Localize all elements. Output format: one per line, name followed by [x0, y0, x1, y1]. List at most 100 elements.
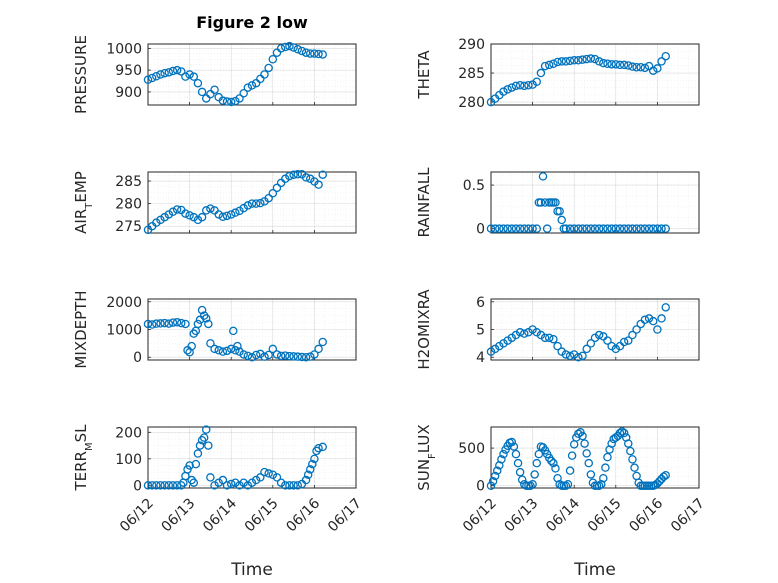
- data-point: [619, 428, 629, 438]
- data-point: [189, 72, 199, 81]
- data-point: [574, 224, 583, 233]
- data-point: [308, 459, 317, 469]
- data-point: [499, 449, 508, 459]
- data-point: [260, 467, 269, 477]
- data-point: [191, 459, 201, 469]
- data-point: [644, 224, 654, 233]
- data-point: [580, 439, 589, 448]
- data-point: [147, 320, 157, 329]
- y-tick-label: 2000: [106, 295, 142, 311]
- data-point: [659, 472, 668, 481]
- data-point: [214, 346, 223, 355]
- data-point: [653, 224, 662, 233]
- data-point: [247, 478, 257, 487]
- data-point: [218, 96, 228, 105]
- data-point: [187, 341, 196, 351]
- data-point: [185, 211, 194, 220]
- data-point: [201, 314, 211, 323]
- data-point: [615, 60, 625, 70]
- y-axis-label: AIRTEMP: [72, 171, 95, 234]
- data-point: [648, 66, 658, 75]
- y-tick-label: 1000: [106, 323, 142, 339]
- data-point: [268, 55, 278, 64]
- data-point: [569, 56, 579, 65]
- data-point: [204, 319, 213, 329]
- data-point: [547, 456, 556, 466]
- data-point: [520, 329, 529, 338]
- data-point: [632, 325, 641, 334]
- data-point: [231, 208, 240, 217]
- data-point: [222, 481, 232, 490]
- data-point: [222, 97, 232, 106]
- data-point: [164, 210, 174, 219]
- data-point: [515, 467, 525, 477]
- data-point: [243, 201, 253, 210]
- data-point: [511, 449, 521, 459]
- data-point: [503, 85, 512, 94]
- y-axis-label: THETA: [415, 50, 433, 100]
- data-point: [540, 61, 550, 71]
- y-axis-label: RAINFALL: [415, 167, 433, 238]
- data-point: [285, 481, 294, 490]
- data-point: [239, 203, 248, 213]
- data-point: [239, 350, 248, 359]
- data-point: [636, 224, 646, 233]
- data-point: [160, 481, 169, 490]
- data-point: [603, 452, 612, 462]
- data-point: [172, 318, 182, 327]
- data-point: [293, 481, 303, 490]
- subplot-7: 0 100 200 TERRMSL 06/12 06/13 06/14 06/15 06/16 0…: [72, 424, 365, 580]
- data-point: [544, 60, 554, 70]
- y-axis-label: MIXDEPTH: [72, 290, 90, 368]
- data-point: [590, 224, 600, 233]
- data-point: [305, 465, 315, 474]
- data-point: [607, 60, 616, 69]
- y-tick-label: 500: [458, 441, 485, 457]
- y-tick-label: 950: [115, 63, 142, 79]
- data-point: [532, 77, 542, 87]
- y-tick-label: 900: [115, 85, 142, 101]
- y-tick-label: 0: [476, 479, 485, 495]
- data-point: [143, 481, 153, 490]
- data-point: [632, 62, 641, 72]
- data-point: [235, 94, 244, 103]
- data-point: [607, 439, 616, 448]
- data-point: [520, 479, 529, 489]
- x-tick-label: 06/15: [242, 496, 282, 536]
- data-point: [553, 57, 562, 67]
- data-point: [594, 57, 604, 66]
- data-point: [268, 188, 278, 198]
- data-point: [653, 325, 662, 334]
- data-point: [193, 449, 203, 458]
- data-point: [247, 199, 257, 208]
- data-point: [549, 458, 558, 468]
- x-tick-label: 06/14: [200, 495, 240, 535]
- data-point: [555, 206, 564, 216]
- subplot-3: 275 280 285 AIRTEMP: [72, 170, 357, 235]
- data-point: [197, 305, 207, 315]
- y-tick-label: 6: [476, 295, 485, 311]
- data-point: [578, 351, 587, 361]
- data-point: [218, 347, 228, 356]
- y-tick-label: 290: [458, 37, 485, 53]
- subplot-4: 0 0.5 RAINFALL: [415, 167, 700, 238]
- y-tick-label: 100: [115, 452, 142, 468]
- data-point: [599, 224, 608, 233]
- data-point: [264, 193, 273, 203]
- data-point: [268, 470, 278, 479]
- data-point: [513, 458, 523, 468]
- data-point: [578, 224, 587, 233]
- data-point: [507, 437, 517, 447]
- data-point: [235, 481, 244, 490]
- x-tick-label: 06/13: [502, 496, 542, 536]
- data-point: [143, 75, 153, 84]
- data-point: [214, 478, 223, 487]
- data-point: [229, 326, 238, 336]
- data-point: [293, 352, 303, 361]
- y-tick-label: 285: [115, 174, 142, 190]
- data-point: [177, 318, 186, 328]
- data-point: [189, 478, 199, 487]
- data-point: [281, 481, 290, 490]
- y-tick-label: 280: [458, 95, 485, 111]
